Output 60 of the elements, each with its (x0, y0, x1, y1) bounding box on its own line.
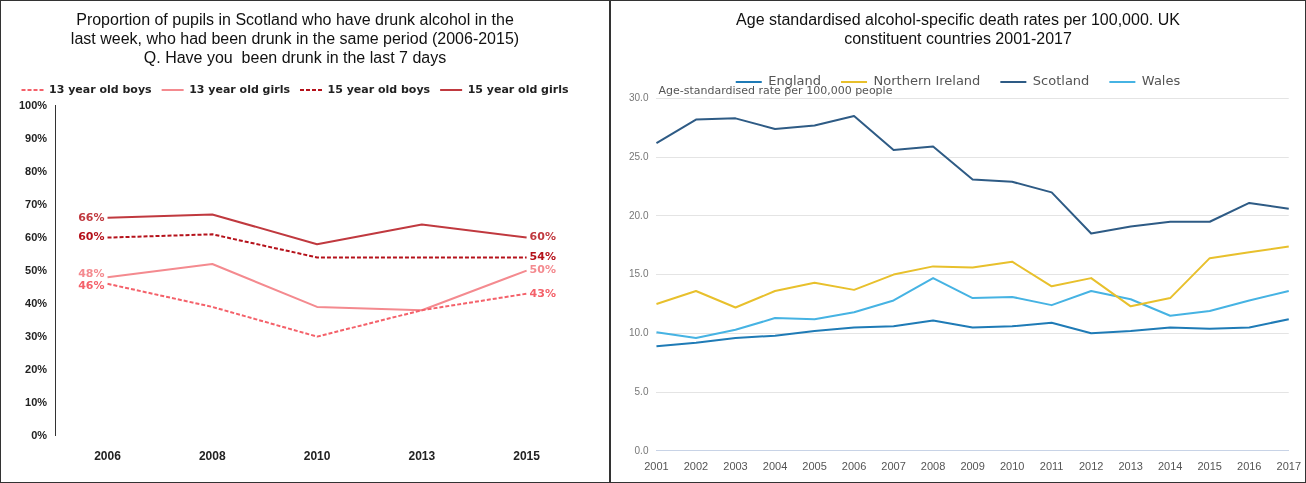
x-tick-label: 2006 (841, 460, 867, 473)
x-tick-label: 2003 (723, 460, 748, 473)
text: Q. Have you been drunk in the last 7 days (143, 49, 447, 67)
x-tick-label: 2016 (1237, 460, 1262, 473)
x-tick-label: 2010 (303, 449, 331, 464)
x-tick-label: 2011 (1039, 460, 1064, 473)
x-tick-label: 2004 (762, 460, 788, 473)
x-tick-label: 2012 (1078, 460, 1104, 473)
text: constituent countries 2001-2017 (844, 30, 1072, 48)
text: Proportion of pupils in Scotland who have drunk alcohol in the (76, 11, 514, 29)
y-tick-label: 80% (25, 164, 48, 177)
x-tick-label: 2017 (1276, 460, 1302, 473)
y-tick-label: 25.0 (628, 150, 649, 162)
data-label: 60% (78, 230, 105, 244)
x-tick-label: 2007 (881, 460, 906, 473)
x-tick-label: 2015 (513, 449, 541, 464)
x-tick-label: 2005 (802, 460, 827, 473)
data-label: 54% (529, 250, 556, 264)
y-tick-label: 10% (25, 395, 48, 408)
x-tick-label: 2002 (683, 460, 709, 473)
x-tick-label: 2009 (960, 460, 985, 473)
y-tick-label: 30% (25, 329, 48, 342)
y-tick-label: 20.0 (628, 209, 649, 221)
x-tick-label: 2006 (94, 449, 122, 464)
legend-label: 13 year old girls (189, 82, 291, 96)
line-series (106, 282, 528, 338)
legend-label: 13 year old boys (49, 82, 153, 96)
legend-label: 15 year old girls (467, 82, 569, 96)
legend-label: Scotland (1032, 73, 1090, 89)
x-tick-label: 2010 (999, 460, 1025, 473)
data-label: 60% (529, 230, 556, 244)
y-tick-label: 50% (25, 263, 48, 276)
x-tick-label: 2008 (198, 449, 226, 464)
x-tick-label: 2015 (1197, 460, 1222, 473)
y-tick-label: 20% (25, 362, 48, 375)
y-tick-label: 10.0 (628, 327, 649, 339)
y-tick-label: 90% (25, 131, 48, 144)
y-tick-label: 70% (25, 197, 48, 210)
x-tick-label: 2013 (1118, 460, 1143, 473)
data-label: 46% (78, 279, 105, 293)
legend-label: 15 year old boys (327, 82, 431, 96)
x-tick-label: 2013 (408, 449, 436, 464)
y-tick-label: 40% (25, 296, 48, 309)
y-tick-label: 100% (18, 98, 48, 111)
y-tick-label: 15.0 (628, 268, 649, 280)
data-label: 48% (78, 267, 105, 281)
text: Age standardised alcohol-specific death rates per 100,000. UK (736, 11, 1180, 29)
y-tick-label: 0.0 (634, 444, 649, 456)
y-tick-label: 60% (25, 230, 48, 243)
legend-label: Wales (1141, 73, 1181, 89)
y-tick-label: 30.0 (628, 92, 649, 104)
y-tick-label: 5.0 (634, 385, 649, 397)
text: last week, who had been drunk in the same period (2006-2015) (70, 30, 520, 48)
data-label: 43% (529, 286, 556, 300)
x-tick-label: 2014 (1157, 460, 1183, 473)
data-label: 50% (529, 263, 556, 277)
x-tick-label: 2001 (644, 460, 669, 473)
data-label: 66% (78, 210, 105, 224)
x-tick-label: 2008 (920, 460, 946, 473)
y-tick-label: 0% (31, 428, 48, 441)
